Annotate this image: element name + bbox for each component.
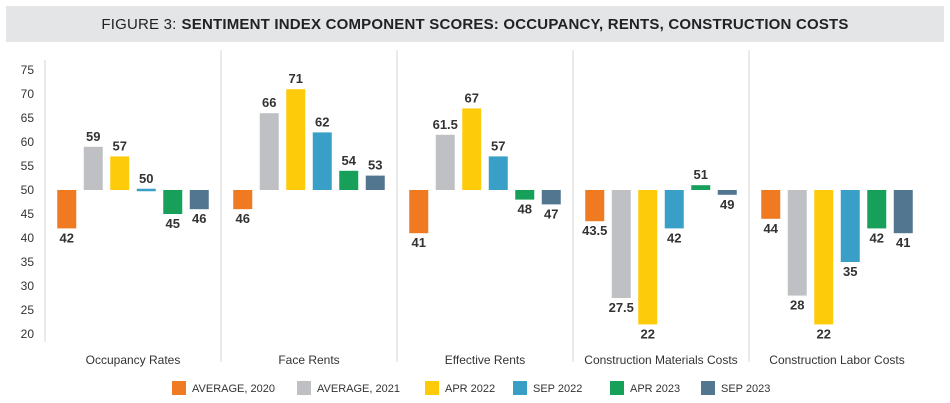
bar (488, 156, 508, 190)
data-label: 67 (465, 90, 479, 105)
y-tick-label: 40 (21, 231, 35, 245)
chart-title-bar: FIGURE 3: SENTIMENT INDEX COMPONENT SCOR… (6, 6, 944, 42)
data-label: 42 (667, 230, 681, 245)
data-label: 22 (817, 326, 831, 341)
bar (761, 190, 781, 219)
legend-swatch (610, 381, 624, 395)
bar (339, 170, 359, 190)
bar (259, 113, 279, 190)
data-label: 44 (764, 221, 779, 236)
bar (515, 190, 535, 200)
bar (163, 190, 183, 214)
bar (867, 190, 887, 229)
figure-label: FIGURE 3: (101, 15, 177, 33)
bar (365, 175, 385, 190)
bar (136, 188, 156, 192)
data-label: 61.5 (433, 117, 458, 132)
bar (409, 190, 429, 234)
data-label: 46 (192, 211, 206, 226)
data-label: 48 (518, 202, 532, 217)
bar (893, 190, 913, 234)
bar (638, 190, 658, 325)
bar (286, 89, 306, 190)
bar (541, 190, 561, 205)
bar (691, 185, 711, 190)
bar (840, 190, 860, 262)
data-label: 66 (262, 95, 276, 110)
legend-label: AVERAGE, 2021 (317, 383, 400, 395)
data-label: 62 (315, 114, 329, 129)
bar (814, 190, 834, 325)
bar (585, 190, 605, 222)
y-tick-label: 20 (21, 327, 35, 341)
data-label: 49 (720, 197, 734, 212)
legend-swatch (425, 381, 439, 395)
legend-swatch (513, 381, 527, 395)
x-category-label: Face Rents (278, 353, 339, 367)
bar (717, 190, 737, 195)
chart-axes: 20 25 30 35 40 45 50 55 60 65 70 75 Occupancy Rates F… (21, 50, 905, 367)
y-tick-label: 50 (21, 183, 35, 197)
data-label: 45 (166, 216, 180, 231)
x-category-label: Effective Rents (445, 353, 525, 367)
data-label: 51 (694, 167, 708, 182)
data-label: 28 (790, 298, 804, 313)
data-label: 42 (60, 230, 74, 245)
data-label: 22 (641, 326, 655, 341)
data-label: 59 (86, 129, 100, 144)
data-label: 41 (896, 235, 910, 250)
legend: AVERAGE, 2020 AVERAGE, 2021 APR 2022 SEP 20… (172, 381, 770, 395)
bar (664, 190, 684, 229)
y-tick-label: 60 (21, 135, 35, 149)
chart-title: SENTIMENT INDEX COMPONENT SCORES: OCCUPA… (181, 15, 849, 33)
bar (189, 190, 209, 210)
y-tick-label: 55 (21, 159, 35, 173)
legend-swatch (172, 381, 186, 395)
data-label: 46 (236, 211, 250, 226)
data-label: 57 (113, 138, 127, 153)
y-tick-label: 45 (21, 207, 35, 221)
data-label: 27.5 (609, 300, 634, 315)
data-label: 47 (544, 206, 558, 221)
bar (435, 134, 455, 190)
data-label: 50 (139, 171, 153, 186)
bar (787, 190, 807, 296)
y-tick-label: 30 (21, 279, 35, 293)
legend-label: APR 2023 (630, 383, 680, 395)
y-tick-label: 75 (21, 63, 35, 77)
y-tick-label: 25 (21, 303, 35, 317)
bar (611, 190, 631, 298)
data-labels-group: 42 59 57 50 45 46 46 66 71 62 54 53 41 61.5 67 57 48 47 43… (60, 71, 911, 341)
legend-swatch (701, 381, 715, 395)
legend-label: SEP 2023 (721, 383, 770, 395)
legend-label: SEP 2022 (533, 383, 582, 395)
x-category-label: Construction Labor Costs (769, 353, 904, 367)
bar (57, 190, 77, 229)
x-category-label: Construction Materials Costs (584, 353, 737, 367)
data-label: 42 (870, 230, 884, 245)
data-label: 54 (342, 153, 357, 168)
bar (233, 190, 253, 210)
data-label: 57 (491, 138, 505, 153)
legend-label: AVERAGE, 2020 (192, 383, 275, 395)
y-tick-label: 70 (21, 87, 35, 101)
data-label: 71 (289, 71, 303, 86)
x-category-label: Occupancy Rates (86, 353, 181, 367)
data-label: 53 (368, 158, 382, 173)
bar (110, 156, 130, 190)
y-tick-label: 65 (21, 111, 35, 125)
data-label: 35 (843, 264, 857, 279)
legend-label: APR 2022 (445, 383, 495, 395)
data-label: 41 (412, 235, 426, 250)
legend-swatch (297, 381, 311, 395)
bar (83, 146, 103, 190)
y-tick-label: 35 (21, 255, 35, 269)
data-label: 43.5 (582, 223, 607, 238)
bars-group (57, 89, 913, 325)
bar (312, 132, 332, 190)
bar (462, 108, 482, 190)
